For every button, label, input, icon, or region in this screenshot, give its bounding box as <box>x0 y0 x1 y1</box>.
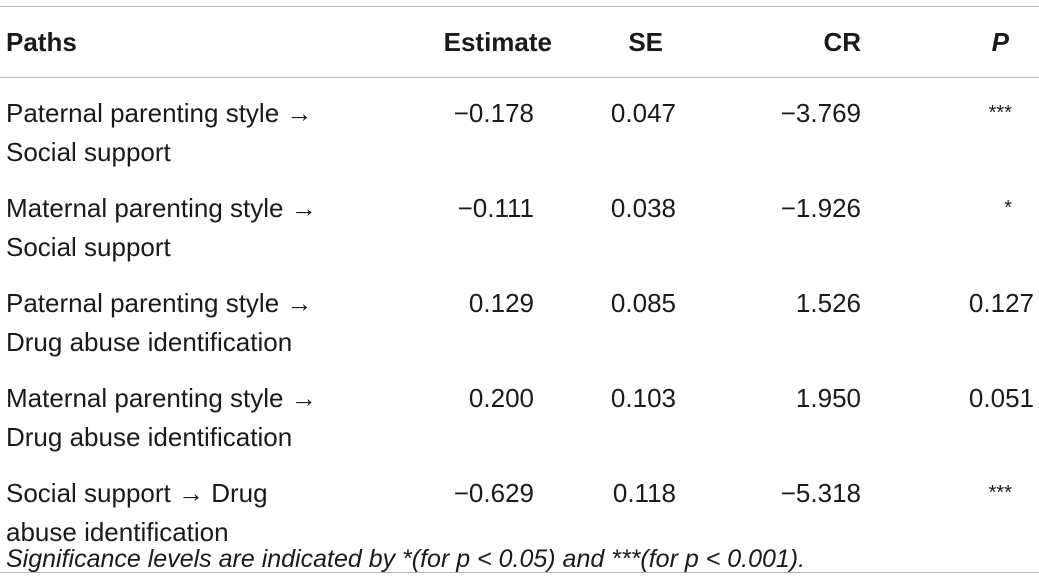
path-line: abuse identification <box>6 517 229 547</box>
table-row: Paternal parenting style → Social suppor… <box>0 78 1039 175</box>
path-line: Drug abuse identification <box>6 422 293 452</box>
estimate-cell: 0.129 <box>468 288 534 318</box>
se-cell: 0.118 <box>612 478 676 508</box>
p-cell: *** <box>988 102 1012 124</box>
table-row: Social support → Drug abuse identificati… <box>0 459 1039 573</box>
table-row: Maternal parenting style → Social suppor… <box>0 174 1039 269</box>
path-line: Drug abuse identification <box>6 327 293 357</box>
path-line: Social support <box>6 137 171 167</box>
p-cell: 0.051 <box>968 383 1034 413</box>
path-cell: Maternal parenting style → Drug abuse id… <box>0 364 400 459</box>
cr-cell: −1.926 <box>780 193 861 223</box>
cr-cell: −3.769 <box>780 98 861 128</box>
header-se: SE <box>628 26 663 57</box>
se-cell: 0.085 <box>610 288 676 318</box>
cr-cell: 1.950 <box>795 383 861 413</box>
cr-cell: 1.526 <box>795 288 861 318</box>
estimate-cell: −0.111 <box>457 193 534 223</box>
path-cell: Paternal parenting style → Social suppor… <box>0 78 400 175</box>
header-cr: CR <box>823 26 861 57</box>
table-footnote: Significance levels are indicated by *(f… <box>6 545 806 573</box>
p-cell: 0.127 <box>968 288 1034 318</box>
path-cell: Paternal parenting style → Drug abuse id… <box>0 269 400 364</box>
header-paths: Paths <box>6 26 77 57</box>
path-cell: Social support → Drug abuse identificati… <box>0 459 400 573</box>
path-line: Paternal parenting style → <box>6 288 313 318</box>
header-p: P <box>991 26 1009 57</box>
path-line: Maternal parenting style → <box>6 383 317 413</box>
se-cell: 0.038 <box>610 193 676 223</box>
table-row: Paternal parenting style → Drug abuse id… <box>0 269 1039 364</box>
cr-cell: −5.318 <box>780 478 861 508</box>
p-cell: * <box>1004 197 1012 219</box>
path-line: Social support → Drug <box>6 478 268 508</box>
path-coefficients-table: Paths Estimate SE CR P Paternal parentin… <box>0 6 1039 573</box>
table-header-row: Paths Estimate SE CR P <box>0 6 1039 78</box>
estimate-cell: 0.200 <box>468 383 534 413</box>
path-line: Social support <box>6 232 171 262</box>
path-line: Maternal parenting style → <box>6 193 317 223</box>
p-cell: *** <box>988 482 1012 504</box>
estimate-cell: −0.178 <box>453 98 534 128</box>
se-cell: 0.103 <box>610 383 676 413</box>
table-row: Maternal parenting style → Drug abuse id… <box>0 364 1039 459</box>
header-estimate: Estimate <box>443 26 552 57</box>
path-line: Paternal parenting style → <box>6 98 313 128</box>
path-cell: Maternal parenting style → Social suppor… <box>0 174 400 269</box>
se-cell: 0.047 <box>610 98 676 128</box>
estimate-cell: −0.629 <box>453 478 534 508</box>
